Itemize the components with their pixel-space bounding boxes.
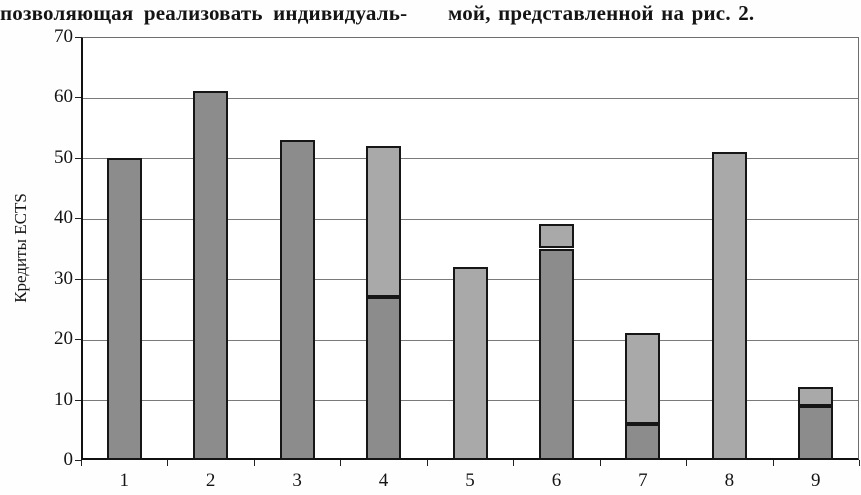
x-tick-mark — [599, 460, 601, 466]
x-tick-mark — [167, 460, 169, 466]
x-tick-label: 4 — [378, 470, 389, 491]
x-tick-mark — [340, 460, 342, 466]
bar-segment-dark-gray-bottom-segment — [279, 139, 315, 460]
column-text-left: позволяющая реализовать индивидуаль- — [0, 1, 408, 25]
column-text-right: мой, представленной на рис. 2. — [448, 1, 755, 25]
bar-segment-dark-gray-bottom-segment — [798, 405, 834, 460]
y-tick-mark — [75, 37, 81, 38]
y-tick-mark — [75, 339, 81, 341]
y-tick-label: 40 — [54, 207, 73, 229]
x-tick-label: 5 — [465, 470, 475, 491]
y-tick-mark — [75, 460, 81, 461]
y-tick-mark — [75, 278, 81, 280]
y-tick-label: 70 — [54, 26, 73, 47]
y-tick-label: 20 — [54, 328, 73, 350]
gridline — [83, 218, 858, 220]
x-tick-mark — [426, 460, 428, 466]
x-tick-label: 3 — [292, 470, 302, 491]
bar-segment-dark-gray-bottom-segment — [538, 248, 574, 460]
gridline — [83, 158, 858, 160]
x-tick-mark — [859, 460, 860, 466]
gridline — [83, 97, 858, 99]
y-tick-label: 50 — [54, 146, 73, 168]
bar-segment-dark-gray-bottom-segment — [106, 157, 142, 460]
x-tick-label: 1 — [119, 470, 129, 491]
bar-segment-light-gray-top-segment — [711, 151, 747, 460]
bar-segment-dark-gray-bottom-segment — [193, 91, 229, 460]
bar-segment-dark-gray-bottom-segment — [366, 296, 402, 460]
y-tick-mark — [75, 399, 81, 401]
x-tick-label: 8 — [724, 470, 735, 491]
x-tick-mark — [253, 460, 255, 466]
x-tick-label: 9 — [811, 470, 821, 491]
y-tick-label: 30 — [54, 267, 73, 289]
x-tick-mark — [513, 460, 515, 466]
y-tick-mark — [75, 218, 81, 220]
y-tick-label: 10 — [54, 388, 73, 410]
x-tick-label: 6 — [551, 470, 562, 491]
x-tick-mark — [81, 460, 82, 466]
y-tick-label: 0 — [63, 449, 74, 470]
bar-segment-light-gray-top-segment — [366, 145, 402, 297]
y-tick-label: 60 — [54, 86, 73, 108]
y-tick-mark — [75, 157, 81, 159]
x-tick-label: 7 — [638, 470, 648, 491]
bar-segment-light-gray-top-segment — [798, 387, 834, 406]
x-tick-mark — [772, 460, 774, 466]
bar-segment-light-gray-top-segment — [452, 266, 488, 460]
bar-segment-light-gray-top-segment — [538, 224, 574, 249]
bar-segment-light-gray-top-segment — [625, 333, 661, 424]
x-tick-mark — [686, 460, 688, 466]
x-tick-label: 2 — [205, 470, 216, 491]
y-tick-mark — [75, 97, 81, 99]
bar-segment-dark-gray-bottom-segment — [625, 423, 661, 460]
